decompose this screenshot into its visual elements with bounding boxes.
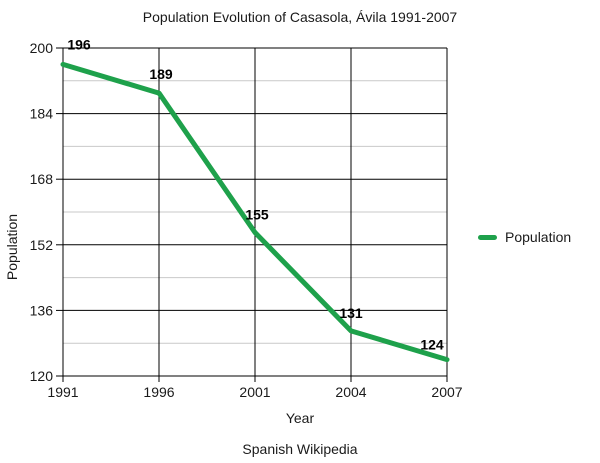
legend-label: Population [505, 229, 572, 245]
x-tick-label: 2007 [431, 384, 462, 400]
data-label: 189 [149, 66, 173, 82]
y-tick-label: 136 [30, 302, 54, 318]
source-note: Spanish Wikipedia [242, 441, 358, 457]
y-tick-label: 200 [30, 40, 54, 56]
x-tick-label: 1991 [47, 384, 78, 400]
y-tick-label: 168 [30, 171, 54, 187]
y-tick-label: 120 [30, 368, 54, 384]
x-tick-label: 1996 [143, 384, 174, 400]
chart-title: Population Evolution of Casasola, Ávila … [142, 9, 458, 25]
x-tick-label: 2004 [335, 384, 366, 400]
data-label: 196 [67, 36, 91, 52]
data-label: 155 [245, 207, 269, 223]
x-axis-title: Year [285, 410, 315, 426]
data-label: 131 [339, 305, 363, 321]
y-tick-label: 152 [30, 237, 54, 253]
x-tick-label: 2001 [239, 384, 270, 400]
legend-line-marker-icon [478, 234, 497, 240]
y-axis-title: Population [4, 213, 20, 281]
data-label: 124 [420, 337, 444, 353]
legend: Population [478, 229, 571, 245]
population-line [60, 61, 450, 363]
y-tick-label: 184 [30, 106, 54, 122]
